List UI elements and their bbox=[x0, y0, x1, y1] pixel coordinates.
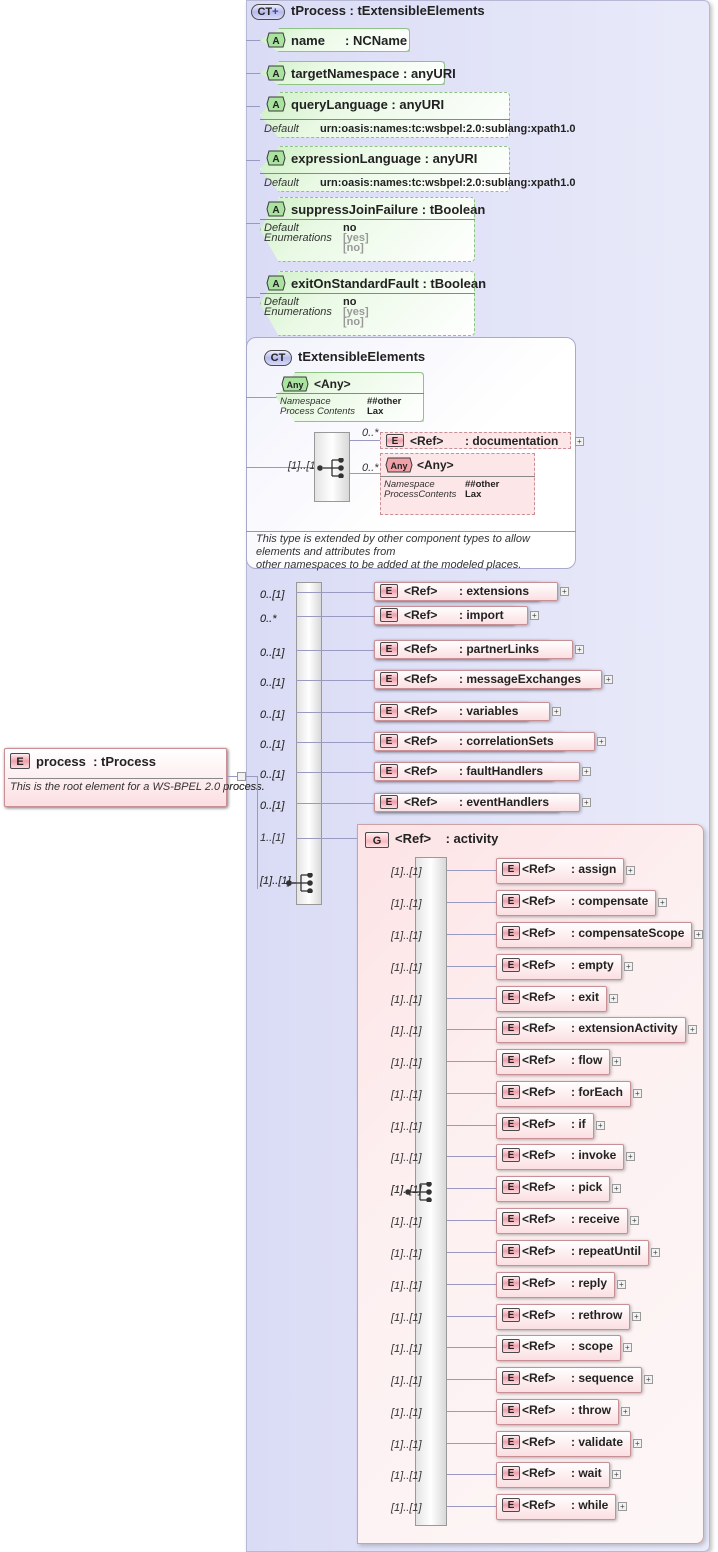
svg-text:A: A bbox=[272, 100, 279, 111]
svg-text:A: A bbox=[272, 154, 279, 165]
svg-text:A: A bbox=[272, 36, 279, 47]
svg-text:A: A bbox=[272, 69, 279, 80]
svg-text:A: A bbox=[272, 205, 279, 216]
svg-text:Any: Any bbox=[390, 461, 407, 471]
svg-text:Any: Any bbox=[286, 380, 303, 390]
svg-text:A: A bbox=[272, 279, 279, 290]
